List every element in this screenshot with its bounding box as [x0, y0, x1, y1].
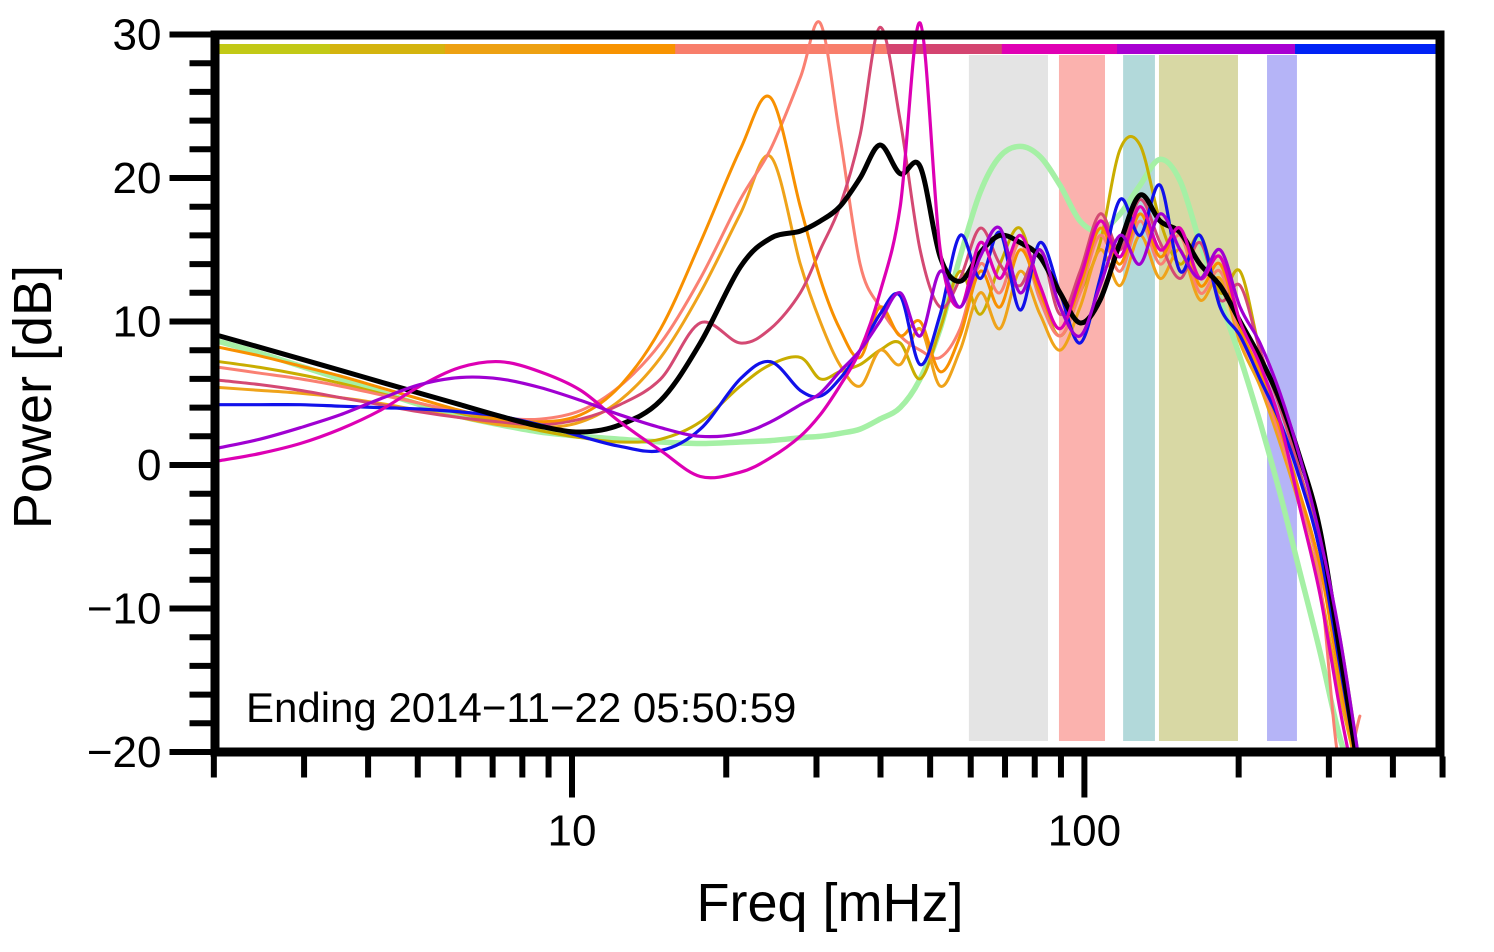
- strip-segment-dark-orange: [560, 44, 677, 54]
- spectrum-trace-black-mean: [217, 142, 1359, 752]
- y-axis-title: Power [dB]: [3, 264, 63, 530]
- strip-segment-purple: [1117, 44, 1297, 54]
- y-tick-label: −10: [87, 585, 162, 634]
- ending-time-annotation: Ending 2014−11−22 05:50:59: [246, 684, 797, 731]
- highlight-band-gray: [968, 55, 1048, 741]
- strip-segment-gold: [329, 44, 446, 54]
- strip-segment-yellow-green: [218, 44, 331, 54]
- highlight-band-pink: [1058, 55, 1106, 741]
- spectrum-trace-magenta: [217, 21, 1350, 752]
- strip-segment-crimson: [887, 44, 1003, 54]
- strip-segment-orange: [444, 44, 562, 54]
- y-tick-label: 20: [113, 154, 162, 203]
- axis-ticks: −20 −10 0 10 20 30 10 100: [87, 11, 1446, 856]
- spectrum-trace-purple: [217, 212, 1360, 752]
- highlight-band-olive: [1158, 55, 1238, 741]
- strip-segment-magenta: [1001, 44, 1119, 54]
- y-tick-label: −20: [87, 728, 162, 777]
- strip-segment-salmon: [675, 44, 889, 54]
- y-tick-label: 0: [137, 441, 161, 490]
- frequency-strip: [218, 44, 1438, 54]
- spectra-traces: [217, 20, 1362, 752]
- x-axis-title: Freq [mHz]: [696, 873, 964, 933]
- plot-frame: [210, 30, 1445, 757]
- y-tick-label: 30: [113, 11, 162, 60]
- x-tick-label: 10: [548, 807, 597, 856]
- y-tick-label: 10: [113, 298, 162, 347]
- highlight-bands: [968, 55, 1297, 741]
- strip-segment-blue: [1295, 44, 1438, 54]
- highlight-band-teal: [1123, 55, 1155, 741]
- x-tick-label: 100: [1048, 807, 1121, 856]
